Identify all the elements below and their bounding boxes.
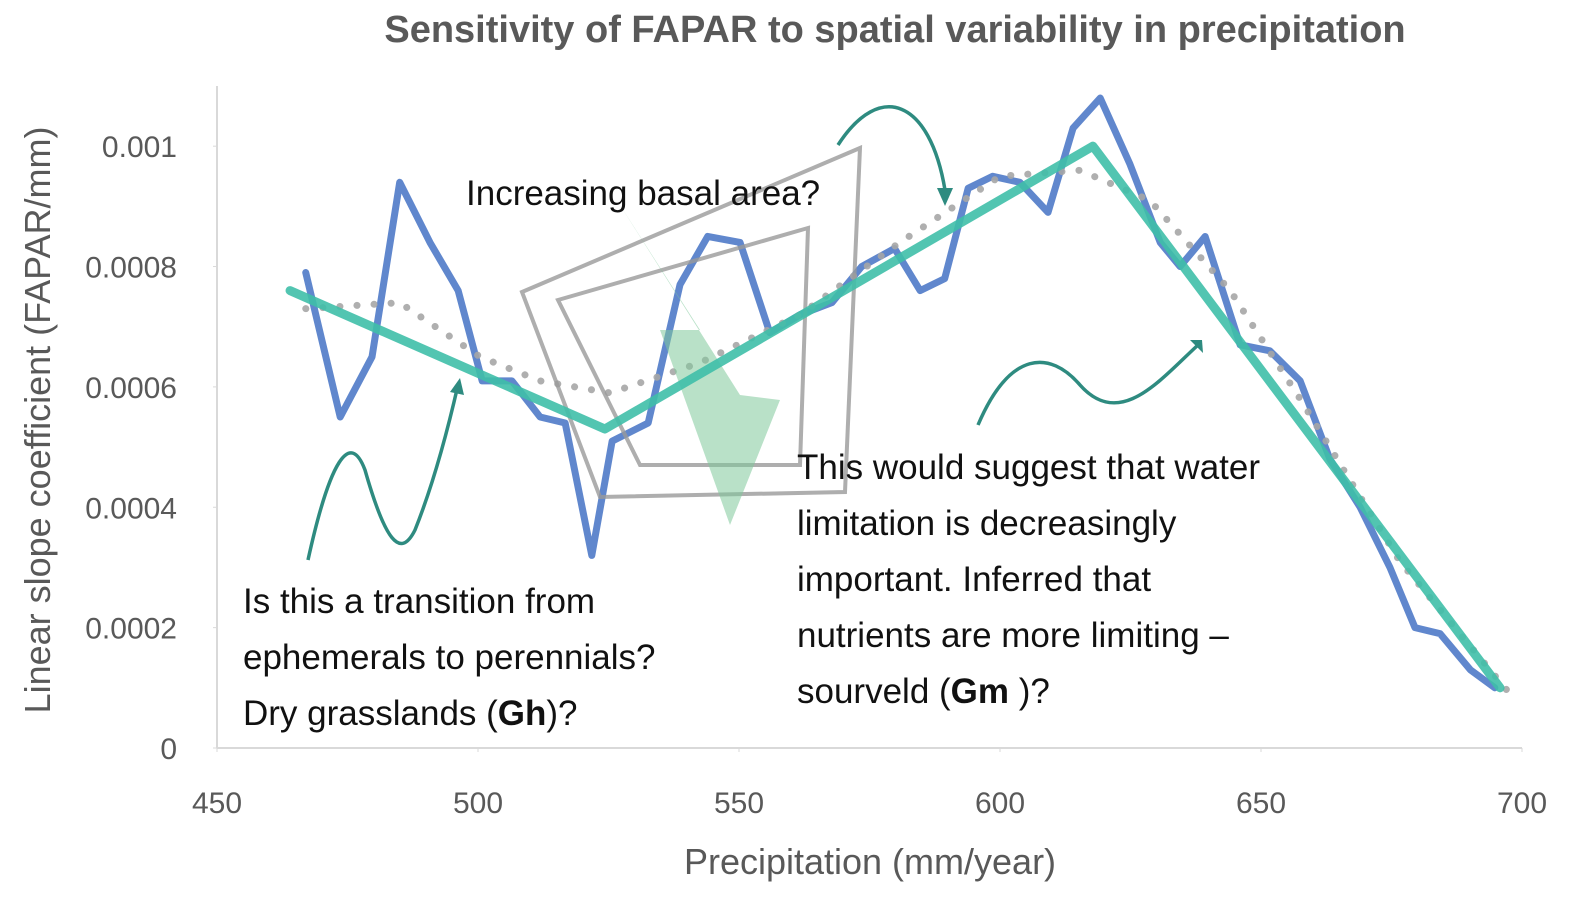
page: Sensitivity of FAPAR to spatial variabil… [0,0,1592,899]
annotation-text: )? [546,694,577,733]
annotation-text: Is this a transition from [243,582,595,621]
chart: Sensitivity of FAPAR to spatial variabil… [0,0,1592,899]
y-tick-label: 0.0002 [85,613,177,646]
y-tick-label: 0.0004 [85,492,177,525]
annotation-text: Dry grasslands ( [243,694,498,733]
curly-arrow [308,385,458,560]
x-tick-label: 600 [975,787,1025,820]
annotation-line: important. Inferred that [797,552,1260,608]
annotation-line: limitation is decreasingly [797,496,1260,552]
annotation-line: ephemerals to perennials? [243,630,655,686]
annotation-line: This would suggest that water [797,440,1260,496]
arrow-head [450,378,464,395]
annotation-line: Increasing basal area? [466,166,820,222]
annotation-text: limitation is decreasingly [797,504,1176,543]
annotation-line: sourveld (Gm )? [797,664,1260,720]
annotation-line: Is this a transition from [243,574,655,630]
y-tick-label: 0.001 [102,131,177,164]
annotation-bold: Gh [498,694,547,733]
annotation-text: )? [1009,672,1050,711]
chart-title: Sensitivity of FAPAR to spatial variabil… [384,9,1405,51]
x-tick-label: 550 [714,787,764,820]
annotation-text: important. Inferred that [797,560,1151,599]
annotation-text: Increasing basal area? [466,174,820,213]
arrow-head [937,188,953,206]
y-tick-label: 0.0006 [85,372,177,405]
annotation-text: nutrients are more limiting – [797,616,1229,655]
y-axis-label: Linear slope coefficient (FAPAR/mm) [17,127,58,714]
x-tick-label: 700 [1497,787,1547,820]
annotation: This would suggest that water limitation … [797,440,1260,720]
annotation-bold: Gm [951,672,1009,711]
x-axis-label: Precipitation (mm/year) [684,841,1056,882]
annotation: Increasing basal area? [466,166,820,222]
y-tick-label: 0 [160,733,177,766]
curly-arrow [978,345,1198,425]
annotation: Is this a transition from ephemerals to p… [243,574,655,742]
annotation-text: ephemerals to perennials? [243,638,655,677]
annotation-line: Dry grasslands (Gh)? [243,686,655,742]
annotation-text: sourveld ( [797,672,951,711]
x-tick-label: 450 [192,787,242,820]
x-tick-label: 500 [453,787,503,820]
annotation-line: nutrients are more limiting – [797,608,1260,664]
x-tick-label: 650 [1236,787,1286,820]
y-tick-label: 0.0008 [85,252,177,285]
annotation-text: This would suggest that water [797,448,1260,487]
